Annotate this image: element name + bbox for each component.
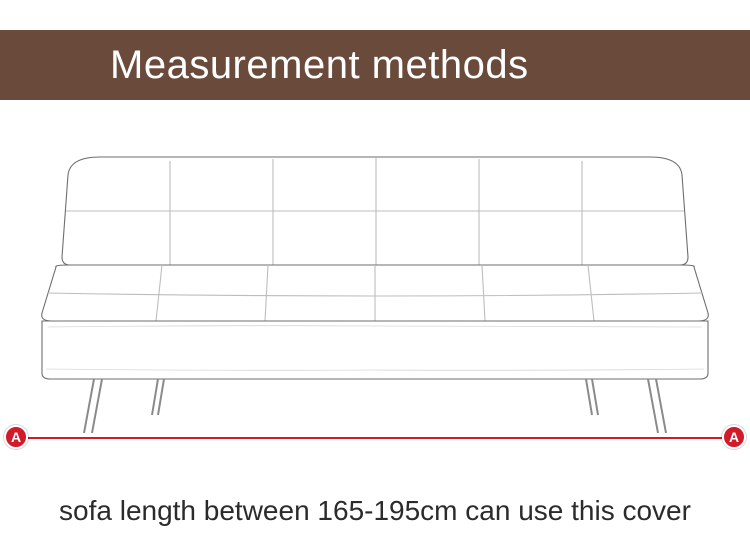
caption-text: sofa length between 165-195cm can use th… [0,495,750,527]
marker-label: A [729,429,739,445]
sofa-outline [42,157,709,433]
sofa-outline-svg [30,145,720,445]
sofa-legs [84,379,666,433]
measure-marker-right: A [722,425,746,449]
measure-line [28,437,722,439]
measure-marker-left: A [4,425,28,449]
sofa-diagram: A A [0,135,750,445]
header-title: Measurement methods [110,43,529,88]
marker-label: A [11,429,21,445]
header-band: Measurement methods [0,30,750,100]
